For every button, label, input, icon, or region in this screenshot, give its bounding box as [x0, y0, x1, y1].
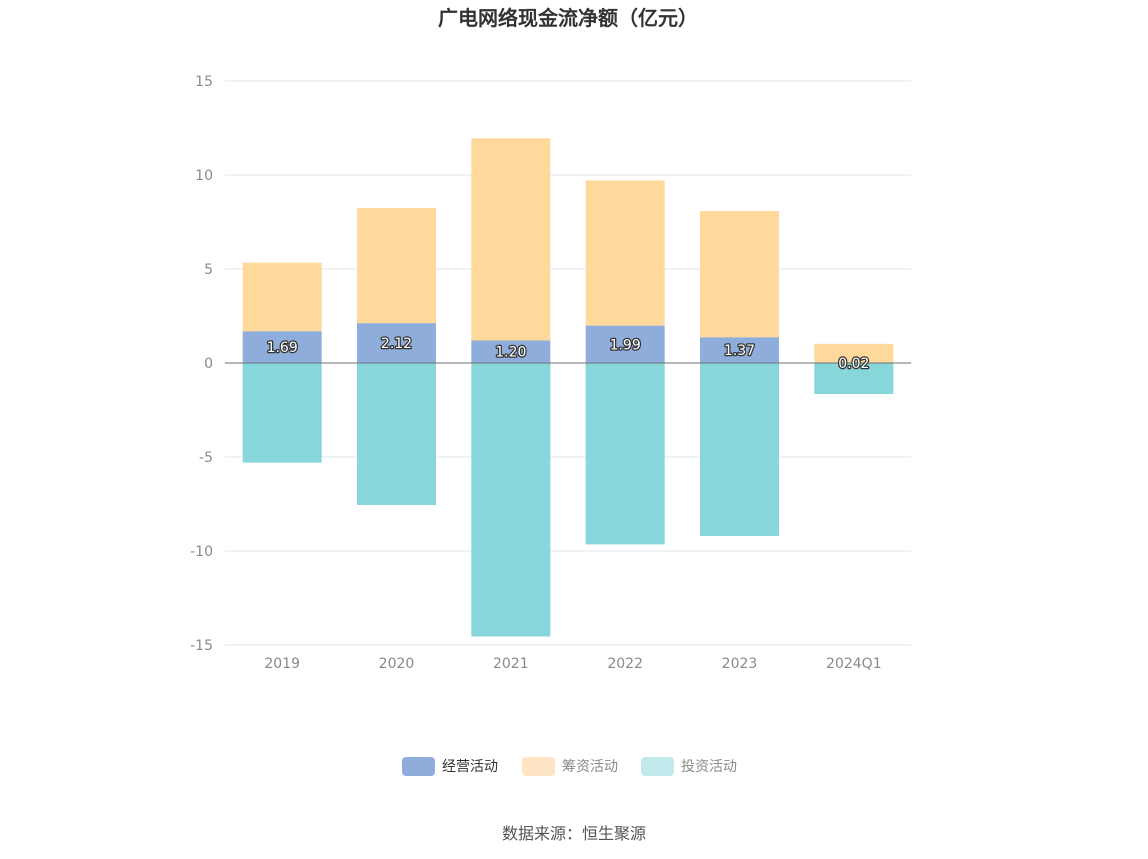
data-label-2024Q1: 0.02	[838, 356, 869, 372]
x-tick-label: 2023	[722, 656, 758, 672]
gridlines	[225, 80, 911, 646]
chart-title: 广电网络现金流净额（亿元）	[438, 6, 698, 30]
bar-投资活动-2019	[242, 363, 322, 463]
data-label-2019: 1.69	[267, 340, 298, 356]
x-tick-label: 2019	[264, 656, 300, 672]
bar-筹资活动-2021	[471, 138, 551, 341]
legend-label[interactable]: 经营活动	[442, 759, 498, 775]
legend[interactable]: 经营活动 筹资活动 投资活动	[402, 757, 737, 776]
bar-经营活动-2021	[471, 340, 551, 363]
data-label-2023: 1.37	[724, 343, 755, 359]
x-tick-label: 2020	[379, 656, 415, 672]
y-tick-label: 15	[195, 74, 213, 90]
legend-label[interactable]: 投资活动	[681, 759, 737, 775]
x-tick-label: 2024Q1	[826, 656, 882, 672]
y-axis-ticks: 15 10 5 0 -5 -10 -15	[190, 74, 213, 654]
data-label-2022: 1.99	[610, 337, 641, 353]
bar-筹资活动-2023	[700, 211, 779, 338]
bar-经营活动-2022	[585, 325, 665, 363]
legend-swatch[interactable]	[522, 757, 555, 776]
bar-经营活动-2020	[357, 323, 436, 363]
bar-经营活动-2023	[700, 337, 779, 363]
bar-筹资活动-2019	[242, 262, 322, 332]
data-label-2020: 2.12	[381, 336, 412, 352]
y-tick-label: 5	[204, 262, 213, 278]
x-tick-label: 2022	[607, 656, 643, 672]
bar-投资活动-2022	[585, 363, 665, 545]
x-axis-ticks: 2019 2020 2021 2022 2023 2024Q1	[264, 656, 881, 672]
source-note: 数据来源：恒生聚源	[502, 824, 646, 843]
bar-投资活动-2021	[471, 363, 551, 637]
bar-筹资活动-2020	[357, 207, 436, 324]
x-tick-label: 2021	[493, 656, 529, 672]
bar-筹资活动-2024Q1	[814, 343, 894, 363]
legend-label[interactable]: 筹资活动	[562, 758, 618, 775]
y-tick-label: 0	[204, 356, 213, 372]
legend-swatch[interactable]	[402, 757, 435, 776]
y-tick-label: -5	[199, 450, 213, 466]
y-tick-label: -15	[190, 638, 213, 654]
bar-投资活动-2020	[357, 363, 436, 505]
y-tick-label: -10	[190, 544, 213, 560]
y-tick-label: 10	[195, 168, 213, 184]
bars	[242, 138, 894, 637]
bar-投资活动-2023	[700, 363, 779, 536]
bar-经营活动-2019	[242, 331, 322, 363]
bar-筹资活动-2022	[585, 180, 665, 326]
bar-投资活动-2024Q1	[814, 363, 894, 395]
data-label-2021: 1.20	[495, 345, 526, 361]
legend-swatch[interactable]	[641, 757, 674, 776]
data-labels: 1.69 2.12 1.20 1.99 1.37 0.02	[265, 335, 870, 373]
